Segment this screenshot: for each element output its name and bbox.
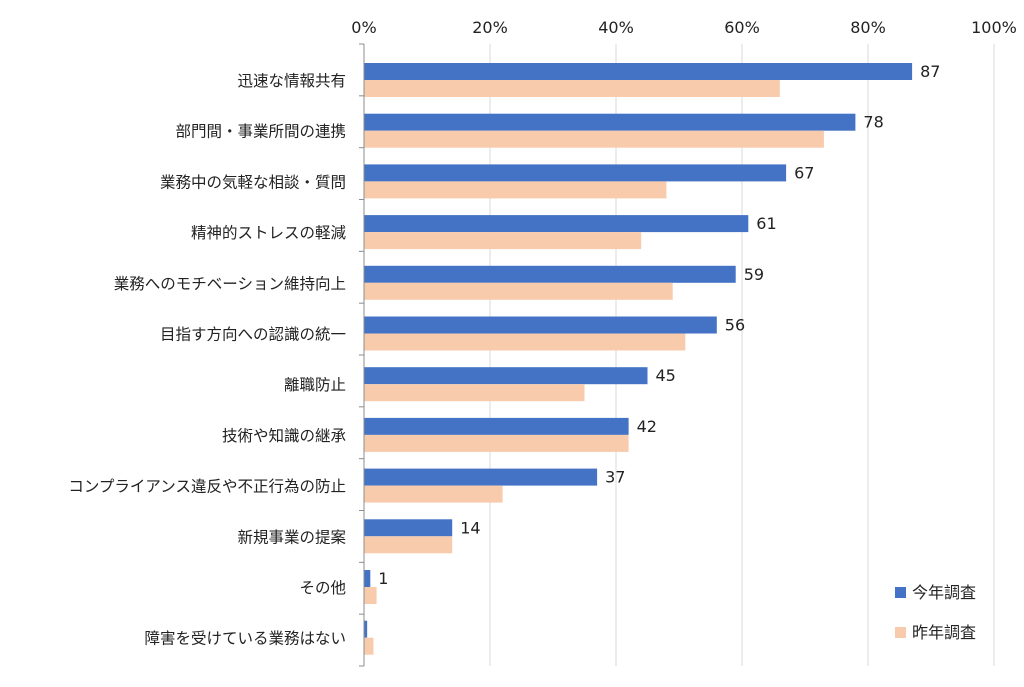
category-label: 精神的ストレスの軽減: [191, 224, 347, 242]
bar-this-year: [364, 620, 368, 638]
category-label: 新規事業の提案: [237, 528, 346, 546]
bar-last-year: [364, 232, 642, 250]
bar-this-year: [364, 417, 629, 435]
data-label: 37: [605, 468, 625, 487]
data-label: 67: [794, 163, 814, 182]
bars: 87 78 67 61 59 56 45 42 37 14 1: [364, 62, 940, 655]
bar-last-year: [364, 181, 667, 199]
data-label: 1: [378, 569, 388, 588]
category-label: 技術や知識の継承: [222, 427, 346, 445]
bar-this-year: [364, 570, 371, 587]
bar-this-year: [364, 519, 453, 537]
bar-last-year: [364, 80, 780, 97]
bar-last-year: [364, 536, 453, 554]
bar-last-year: [364, 282, 673, 300]
data-label: 14: [460, 518, 480, 537]
x-tick-label: 60%: [724, 18, 760, 37]
data-label: 45: [656, 366, 676, 385]
x-tick-label: 80%: [850, 18, 886, 37]
legend-swatch: [895, 627, 906, 638]
category-label: 離職防止: [284, 376, 346, 394]
legend-swatch: [895, 587, 906, 598]
bar-this-year: [364, 468, 598, 486]
bar-this-year: [364, 265, 736, 283]
category-label: コンプライアンス違反や不正行為の防止: [68, 478, 346, 496]
bar-this-year: [364, 367, 648, 385]
legend-label: 昨年調査: [912, 623, 976, 642]
data-label: 59: [744, 265, 764, 284]
legend-label: 今年調査: [912, 583, 976, 602]
category-label: その他: [299, 579, 346, 597]
bar-last-year: [364, 637, 374, 655]
x-tick-label: 40%: [598, 18, 634, 37]
bar-last-year: [364, 130, 824, 148]
category-label: 障害を受けている業務はない: [144, 630, 346, 648]
bar-this-year: [364, 164, 787, 182]
bar-this-year: [364, 113, 856, 131]
category-label: 部門間・事業所間の連携: [175, 123, 346, 141]
data-label: 61: [756, 214, 776, 233]
x-axis-ticks: 0% 20% 40% 60% 80% 100%: [351, 18, 1017, 37]
bar-this-year: [364, 316, 717, 334]
category-label: 迅速な情報共有: [237, 72, 346, 90]
bar-last-year: [364, 384, 585, 402]
data-label: 87: [920, 62, 940, 81]
category-label: 目指す方向への認識の統一: [160, 326, 346, 344]
data-label: 78: [863, 113, 883, 132]
bar-this-year: [364, 63, 913, 80]
bar-last-year: [364, 587, 377, 604]
x-tick-label: 100%: [971, 18, 1017, 37]
bar-last-year: [364, 333, 686, 351]
category-label: 業務中の気軽な相談・質問: [160, 173, 346, 191]
data-label: 56: [725, 316, 745, 335]
bar-last-year: [364, 485, 503, 503]
category-label: 業務へのモチベーション維持向上: [114, 275, 346, 293]
data-label: 42: [637, 417, 657, 436]
x-tick-label: 0%: [351, 18, 376, 37]
category-labels: 迅速な情報共有部門間・事業所間の連携業務中の気軽な相談・質問精神的ストレスの軽減…: [68, 72, 346, 648]
bar-this-year: [364, 215, 749, 233]
bar-last-year: [364, 434, 629, 452]
y-axis: [359, 43, 365, 667]
x-tick-label: 20%: [472, 18, 508, 37]
